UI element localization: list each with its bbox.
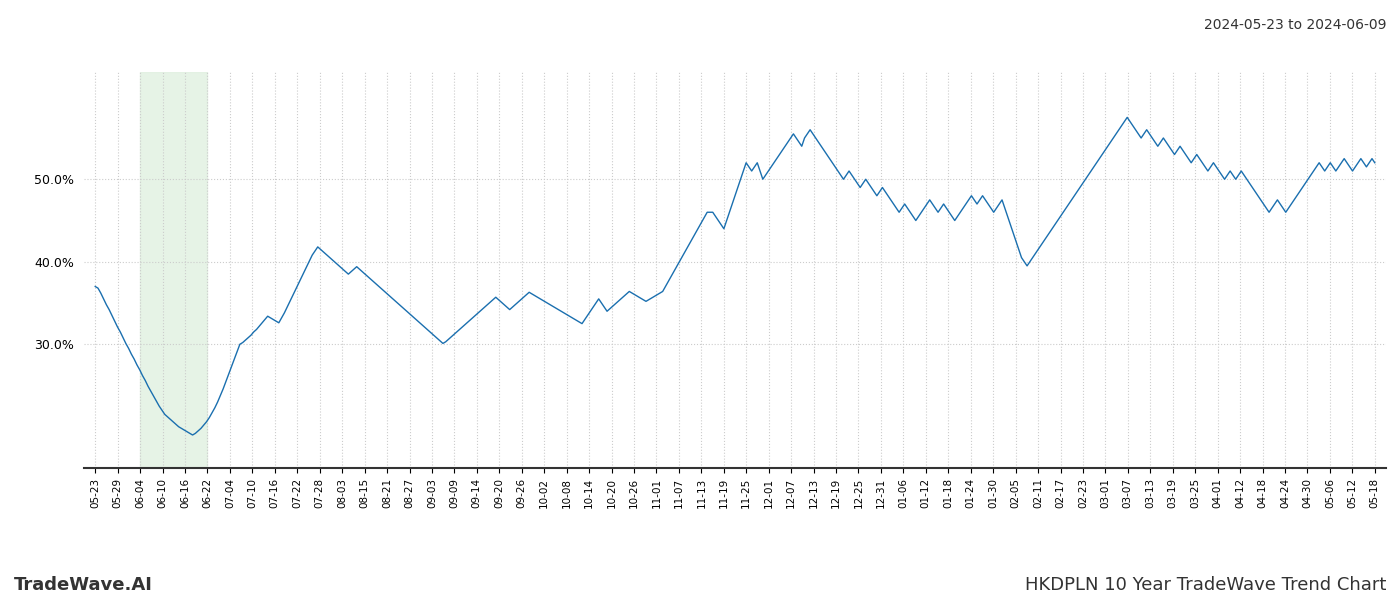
Text: 2024-05-23 to 2024-06-09: 2024-05-23 to 2024-06-09: [1204, 18, 1386, 32]
Bar: [140, 72, 207, 468]
Text: TradeWave.AI: TradeWave.AI: [14, 576, 153, 594]
Text: HKDPLN 10 Year TradeWave Trend Chart: HKDPLN 10 Year TradeWave Trend Chart: [1025, 576, 1386, 594]
